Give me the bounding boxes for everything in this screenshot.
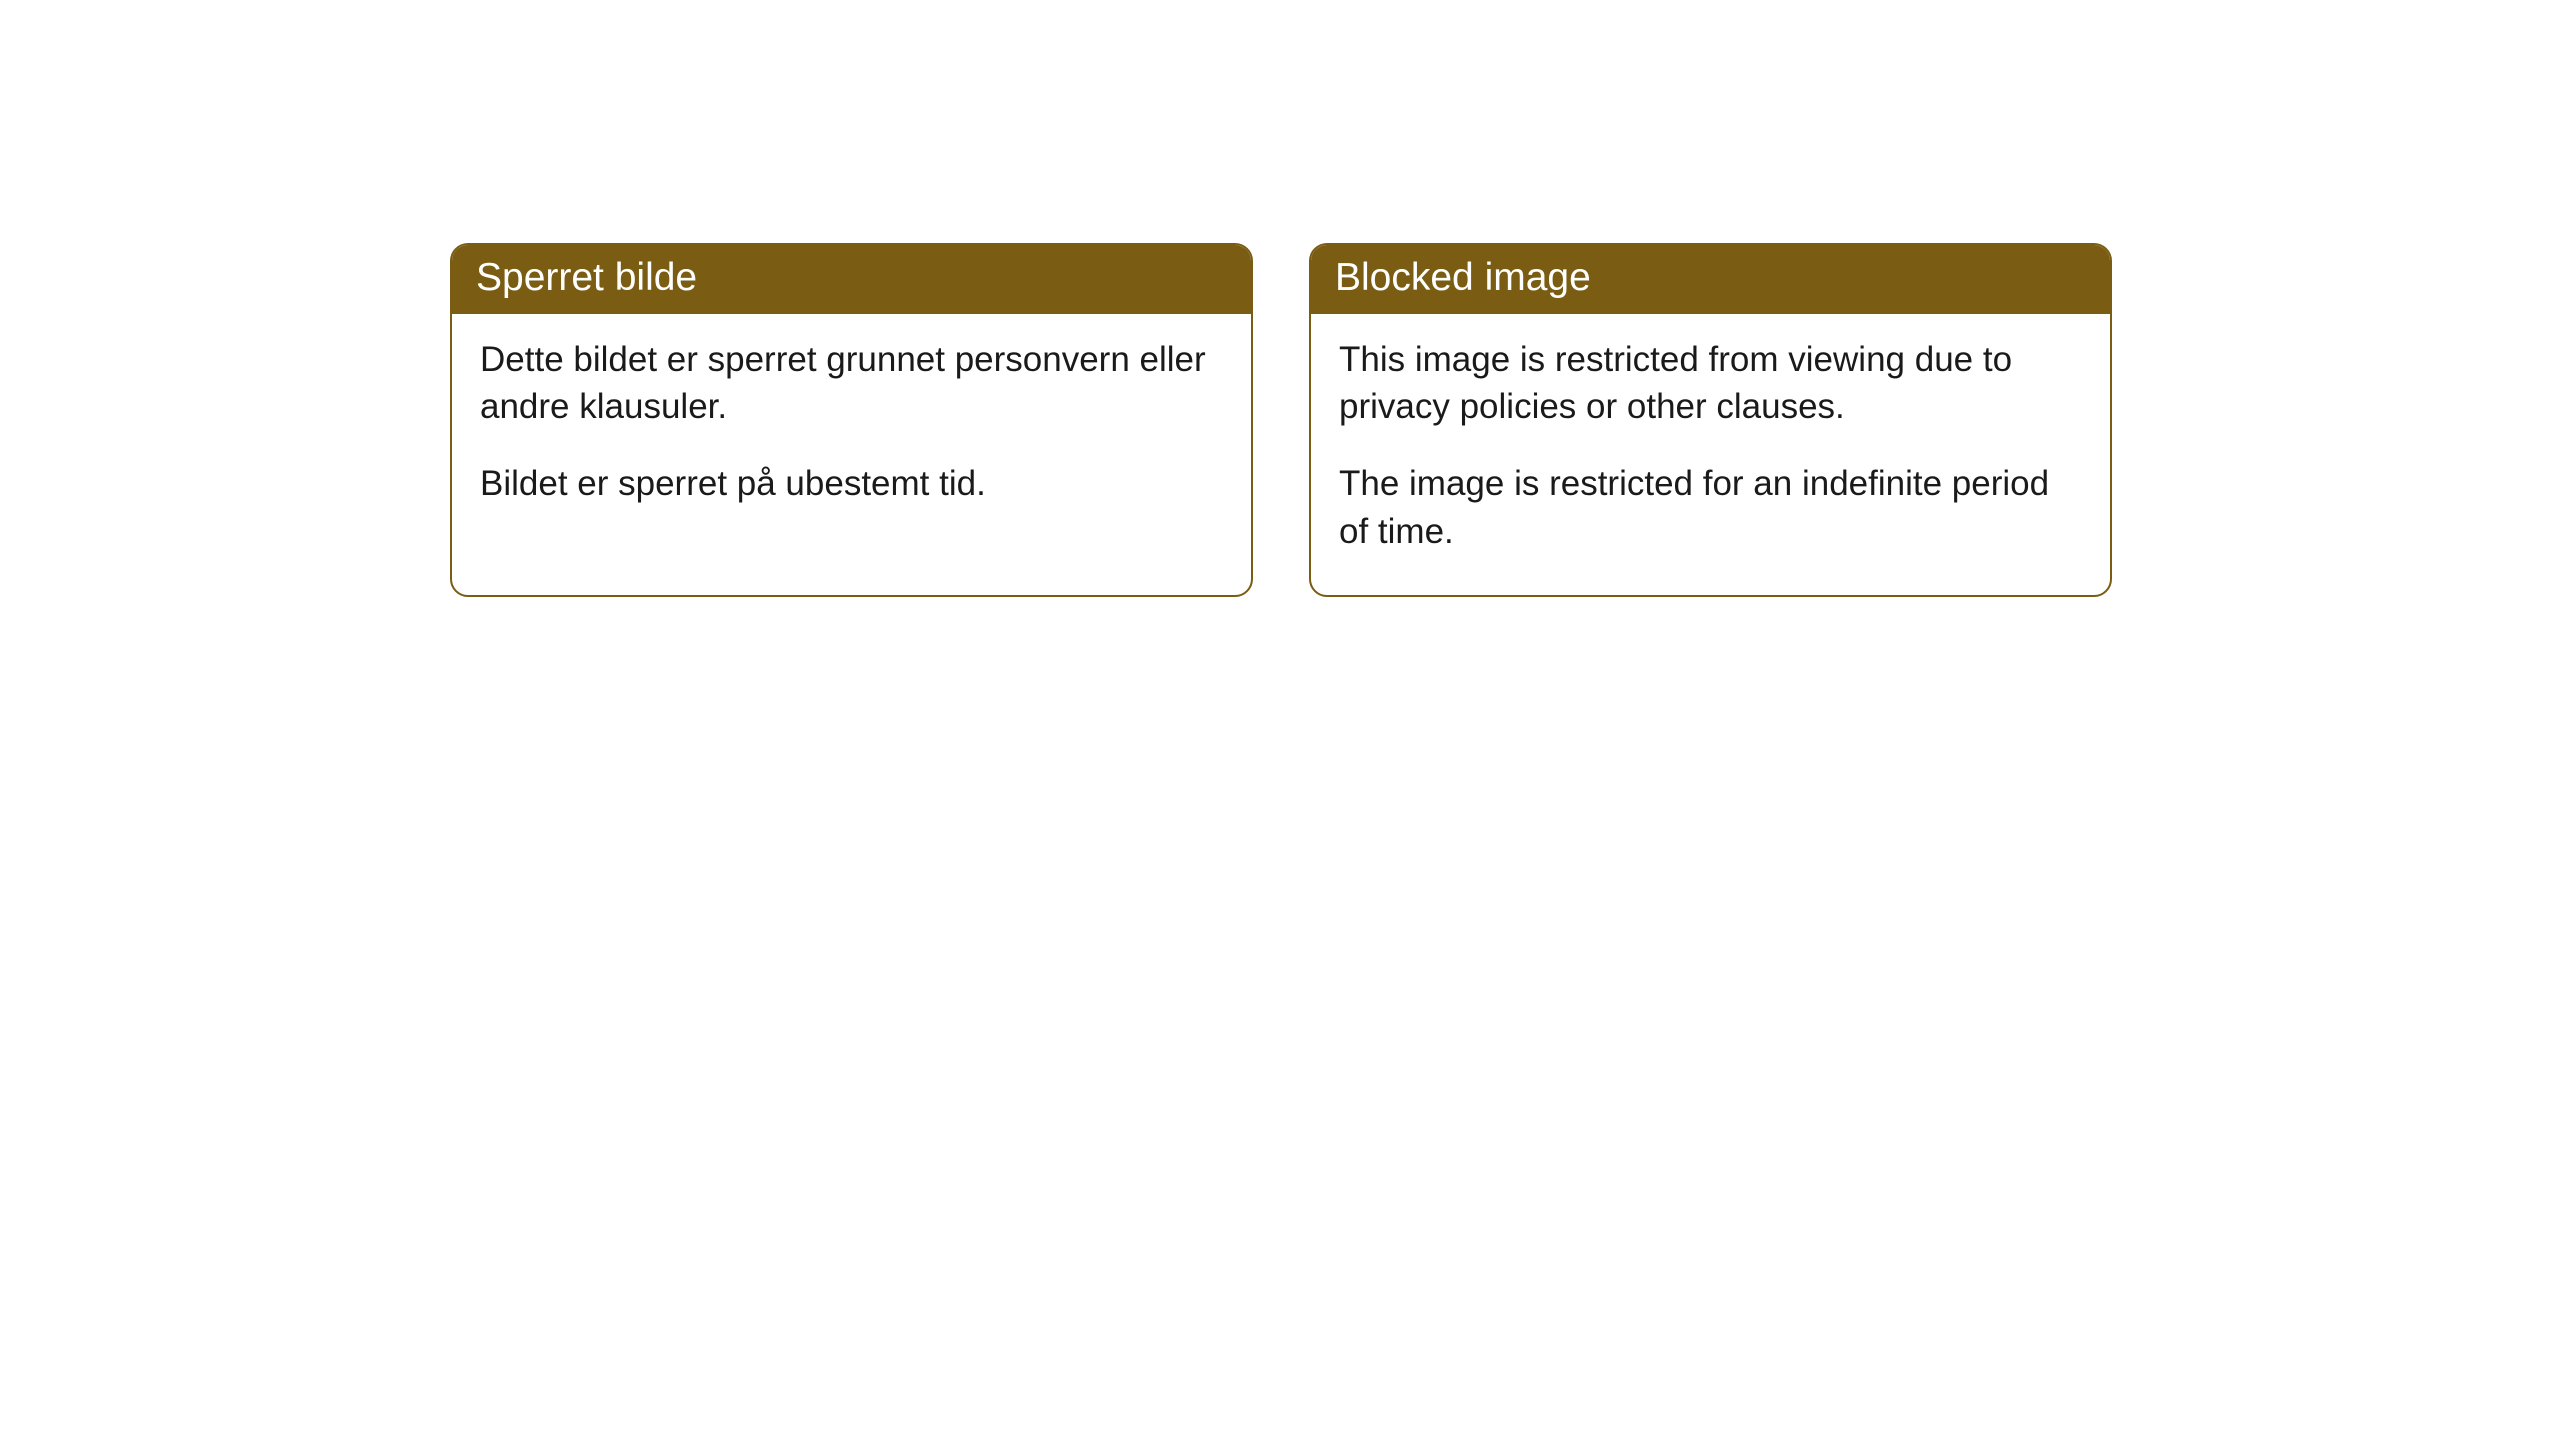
notice-cards-container: Sperret bilde Dette bildet er sperret gr…	[450, 243, 2112, 597]
card-paragraph: Dette bildet er sperret grunnet personve…	[480, 336, 1223, 431]
card-header-english: Blocked image	[1311, 245, 2110, 314]
card-paragraph: This image is restricted from viewing du…	[1339, 336, 2082, 431]
card-title: Blocked image	[1335, 256, 1591, 299]
notice-card-norwegian: Sperret bilde Dette bildet er sperret gr…	[450, 243, 1253, 597]
notice-card-english: Blocked image This image is restricted f…	[1309, 243, 2112, 597]
card-body-english: This image is restricted from viewing du…	[1311, 314, 2110, 595]
card-paragraph: The image is restricted for an indefinit…	[1339, 460, 2082, 555]
card-paragraph: Bildet er sperret på ubestemt tid.	[480, 460, 1223, 507]
card-header-norwegian: Sperret bilde	[452, 245, 1251, 314]
card-body-norwegian: Dette bildet er sperret grunnet personve…	[452, 314, 1251, 548]
card-title: Sperret bilde	[476, 256, 697, 299]
